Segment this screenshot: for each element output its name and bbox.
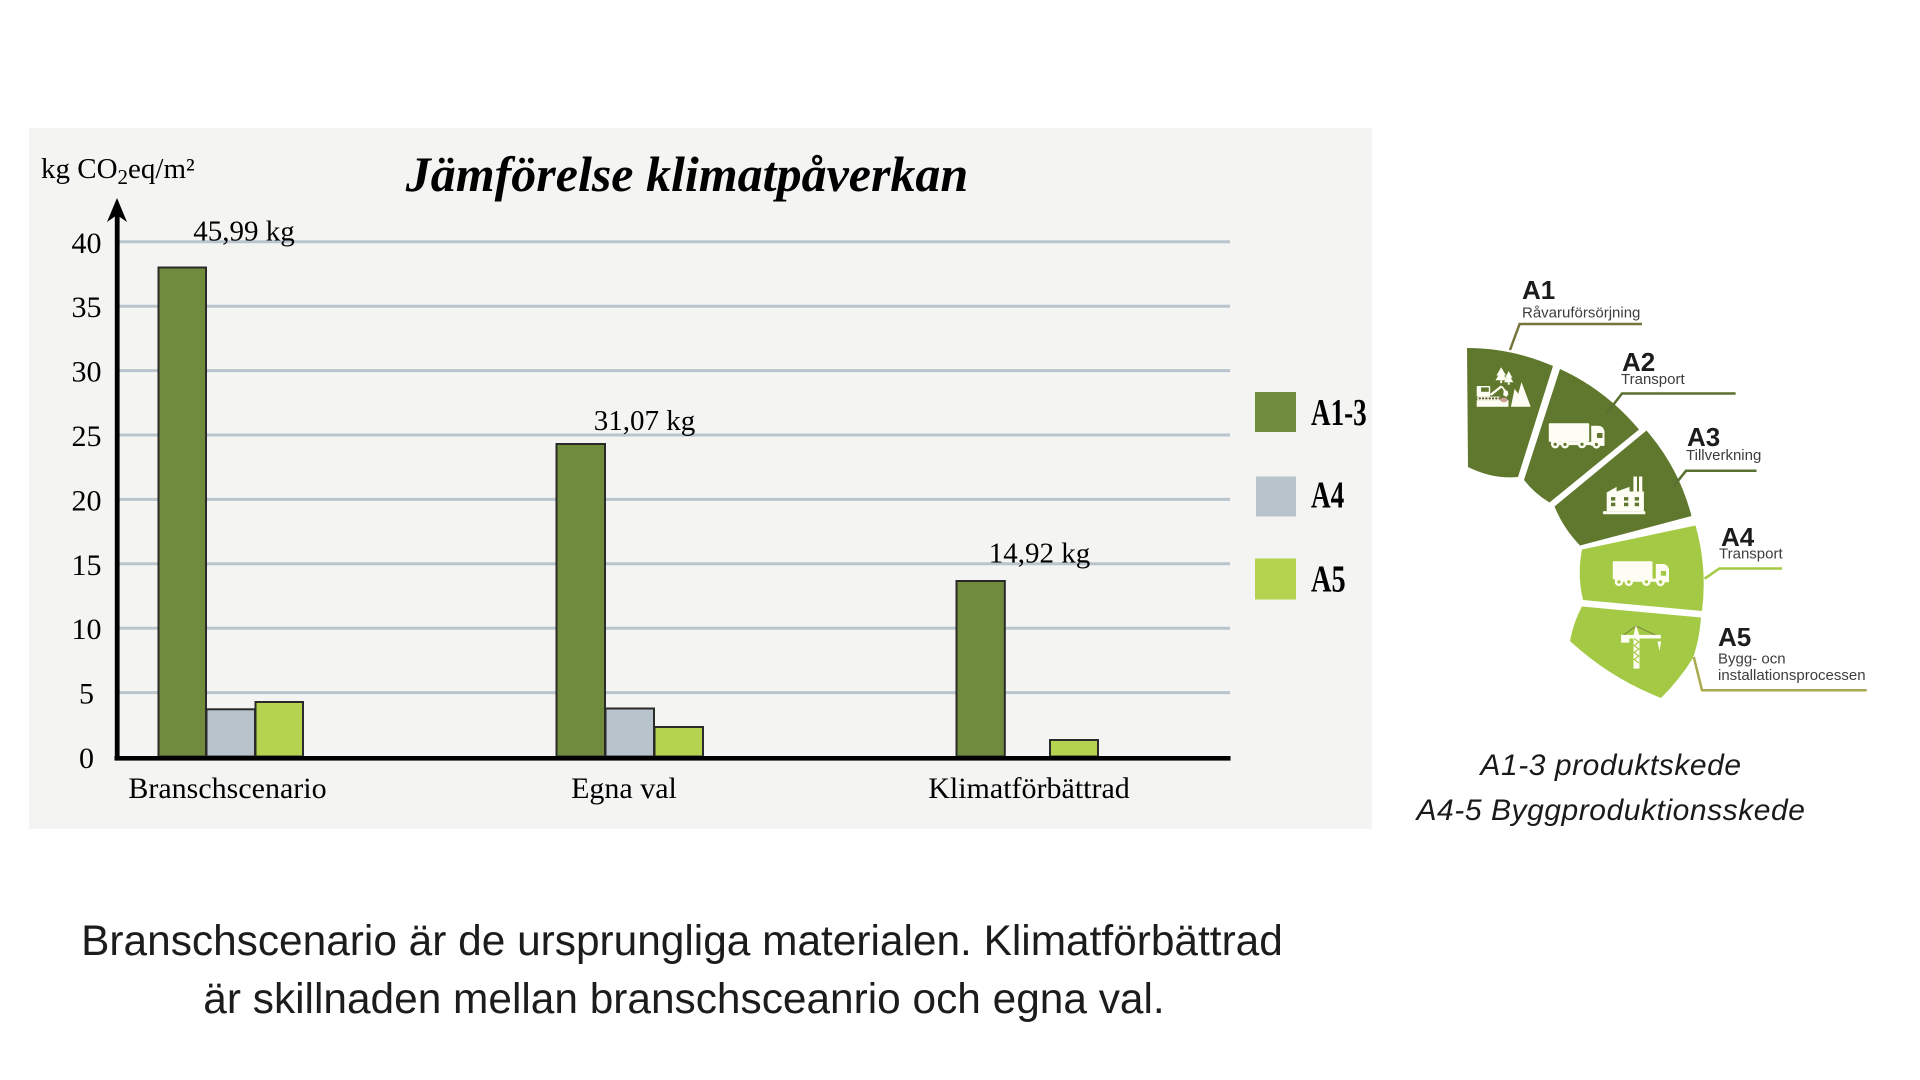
svg-text:Råvaruförsörjning: Råvaruförsörjning (1522, 305, 1640, 322)
svg-text:14,92 kg: 14,92 kg (989, 538, 1091, 570)
svg-text:Branschscenario är de ursprung: Branschscenario är de ursprungliga mater… (81, 917, 1283, 964)
svg-text:A1-3: A1-3 (1311, 392, 1367, 434)
svg-text:25: 25 (72, 420, 102, 453)
svg-text:A3: A3 (1687, 422, 1720, 452)
svg-text:installationsprocessen: installationsprocessen (1718, 667, 1866, 684)
svg-text:31,07 kg: 31,07 kg (594, 405, 696, 437)
svg-text:A4: A4 (1311, 475, 1344, 517)
svg-text:Transport: Transport (1621, 371, 1685, 388)
svg-text:Tillverkning: Tillverkning (1686, 447, 1761, 464)
svg-text:A1-3 produktskede: A1-3 produktskede (1478, 749, 1741, 782)
svg-text:40: 40 (72, 227, 102, 260)
svg-text:Transport: Transport (1719, 546, 1783, 563)
svg-text:Egna val: Egna val (571, 772, 677, 805)
svg-text:35: 35 (72, 291, 102, 324)
svg-text:15: 15 (72, 549, 102, 582)
svg-text:45,99 kg: 45,99 kg (193, 216, 295, 248)
svg-text:är skillnaden mellan branschsc: är skillnaden mellan branschsceanrio och… (203, 975, 1164, 1022)
svg-text:A5: A5 (1718, 622, 1751, 652)
svg-text:A1: A1 (1522, 275, 1555, 305)
svg-text:Jämförelse klimatpåverkan: Jämförelse klimatpåverkan (405, 146, 968, 202)
svg-text:5: 5 (79, 678, 94, 711)
svg-text:0: 0 (79, 742, 94, 775)
svg-text:A4: A4 (1721, 522, 1755, 552)
svg-text:A4-5 Byggproduktionsskede: A4-5 Byggproduktionsskede (1415, 794, 1806, 827)
svg-text:A2: A2 (1622, 347, 1655, 377)
svg-text:30: 30 (72, 356, 102, 389)
svg-text:Bygg- ocn: Bygg- ocn (1718, 651, 1786, 668)
svg-text:20: 20 (72, 484, 102, 517)
svg-text:A5: A5 (1311, 559, 1346, 601)
svg-text:10: 10 (72, 613, 102, 646)
svg-text:Klimatförbättrad: Klimatförbättrad (928, 772, 1130, 805)
svg-text:Branschscenario: Branschscenario (128, 772, 326, 805)
